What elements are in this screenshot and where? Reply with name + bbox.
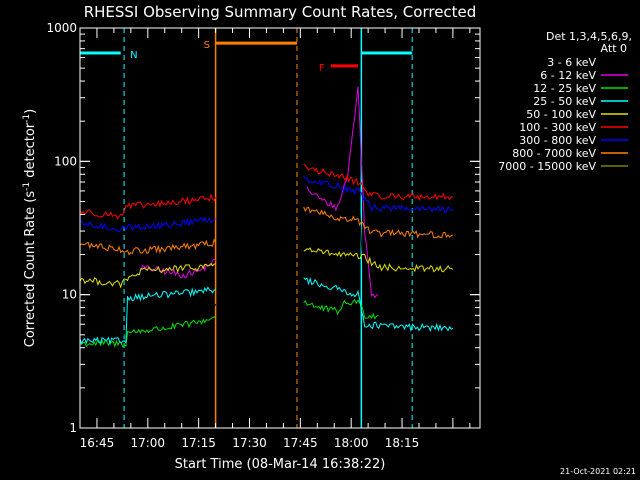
series-line — [306, 150, 379, 308]
series-line — [303, 175, 453, 215]
x-tick-label: 17:45 — [283, 436, 318, 450]
legend-entry-label: 25 - 50 keV — [533, 95, 596, 108]
legend-header-attenuator: Att 0 — [601, 42, 627, 55]
y-tick-label: 10 — [62, 288, 77, 302]
x-tick-label: 18:00 — [334, 436, 369, 450]
series-line — [79, 238, 217, 256]
legend-entry-label: 50 - 100 keV — [526, 108, 596, 121]
y-axis-label-end: ) — [23, 109, 38, 114]
series-line — [303, 298, 379, 320]
series-line — [303, 163, 453, 202]
series-line — [79, 193, 217, 220]
series-line — [303, 276, 454, 333]
legend-entry-label: 12 - 25 keV — [533, 82, 596, 95]
footer-timestamp: 21-Oct-2021 02:21 — [560, 467, 636, 476]
plot-frame — [79, 27, 481, 429]
series-line — [303, 206, 454, 239]
y-tick-label: 100 — [54, 154, 77, 168]
series-line — [306, 86, 379, 299]
x-tick-label: 17:00 — [130, 436, 165, 450]
y-axis-label-sup2: -1 — [22, 114, 32, 123]
x-axis-label: Start Time (08-Mar-14 16:38:22) — [175, 457, 386, 472]
y-axis-label: Corrected Count Rate (s-1 detector-1) — [22, 109, 38, 347]
x-tick-label: 17:15 — [181, 436, 216, 450]
legend-entry-label: 7000 - 15000 keV — [498, 160, 596, 173]
plot-content: N S F — [79, 28, 454, 428]
legend-entry-label: 300 - 800 keV — [519, 134, 596, 147]
y-axis-label-main: Corrected Count Rate (s — [23, 191, 38, 348]
annotation-label-f: F — [319, 63, 325, 74]
series-line — [140, 258, 216, 279]
x-tick-label: 18:15 — [385, 436, 420, 450]
series-line — [79, 216, 216, 233]
y-axis-label-sup1: -1 — [22, 182, 32, 191]
series-line — [303, 247, 454, 273]
series-line — [79, 316, 216, 348]
annotation-label-s: S — [204, 40, 210, 51]
series-line — [79, 299, 217, 340]
legend-entry-label: 800 - 7000 keV — [512, 147, 596, 160]
legend-entry-label: 6 - 12 keV — [540, 69, 596, 82]
legend-entry-label: 100 - 300 keV — [519, 121, 596, 134]
series-line — [79, 262, 216, 289]
y-tick-label: 1 — [69, 421, 77, 435]
x-tick-label: 17:30 — [232, 436, 267, 450]
annotation-label-n: N — [130, 50, 137, 61]
y-tick-label: 1000 — [46, 21, 77, 35]
legend-entry-label: 3 - 6 keV — [547, 56, 596, 69]
y-axis-label-mid: detector — [23, 122, 38, 182]
chart-title: RHESSI Observing Summary Count Rates, Co… — [84, 3, 477, 21]
axes: 1 10 100 1000 16:45 17:00 17:15 17:30 17:45 18:00… — [46, 21, 480, 450]
x-tick-label: 16:45 — [80, 436, 115, 450]
legend-header-detectors: Det 1,3,4,5,6,9, — [546, 30, 632, 43]
series-line — [79, 286, 216, 346]
